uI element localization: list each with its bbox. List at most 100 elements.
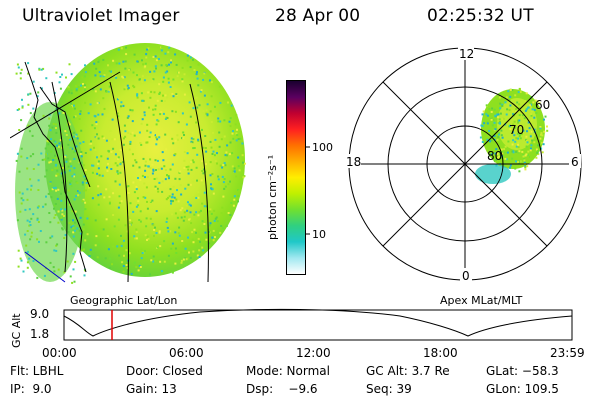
- speckle-dot: [75, 89, 78, 92]
- speckle-dot: [75, 180, 78, 183]
- speckle-dot: [229, 141, 232, 144]
- speckle-dot: [174, 262, 177, 265]
- speckle-dot: [147, 47, 150, 50]
- speckle-dot: [124, 60, 127, 63]
- speckle-dot: [519, 91, 522, 93]
- speckle-dot: [103, 107, 106, 110]
- speckle-dot: [82, 164, 85, 167]
- speckle-dot: [135, 266, 138, 268]
- speckle-dot: [116, 245, 119, 248]
- speckle-dot: [69, 162, 71, 165]
- speckle-dot: [497, 113, 500, 116]
- speckle-dot: [138, 78, 141, 81]
- speckle-dot: [59, 139, 62, 142]
- speckle-dot: [146, 129, 149, 132]
- speckle-dot: [45, 169, 48, 172]
- speckle-dot: [203, 223, 206, 225]
- speckle-dot: [233, 170, 236, 173]
- speckle-dot: [57, 188, 60, 191]
- speckle-dot: [77, 86, 80, 89]
- speckle-dot: [195, 197, 198, 199]
- speckle-dot: [533, 147, 536, 150]
- speckle-dot: [129, 140, 132, 143]
- speckle-dot: [120, 244, 123, 247]
- speckle-dot: [20, 197, 23, 200]
- speckle-dot: [161, 270, 163, 273]
- speckle-dot: [193, 147, 196, 149]
- speckle-dot: [209, 174, 212, 177]
- speckle-dot: [164, 94, 167, 97]
- speckle-dot: [84, 208, 87, 211]
- speckle-dot: [27, 72, 30, 75]
- speckle-dot: [84, 201, 87, 204]
- speckle-dot: [99, 88, 102, 91]
- speckle-dot: [55, 249, 58, 252]
- speckle-dot: [152, 108, 154, 111]
- speckle-dot: [146, 123, 149, 126]
- speckle-dot: [136, 60, 139, 63]
- speckle-dot: [123, 124, 126, 127]
- speckle-dot: [134, 237, 137, 240]
- speckle-dot: [183, 93, 186, 96]
- speckle-dot: [517, 146, 520, 149]
- speckle-dot: [512, 110, 515, 113]
- speckle-dot: [147, 91, 150, 94]
- speckle-dot: [68, 91, 70, 94]
- speckle-dot: [53, 216, 56, 219]
- speckle-dot: [126, 84, 129, 87]
- speckle-dot: [122, 270, 125, 273]
- speckle-dot: [128, 252, 131, 255]
- speckle-dot: [503, 148, 506, 151]
- speckle-dot: [112, 163, 115, 166]
- speckle-dot: [77, 194, 80, 197]
- speckle-dot: [188, 218, 191, 221]
- speckle-dot: [180, 216, 183, 219]
- speckle-dot: [96, 156, 98, 159]
- speckle-dot: [526, 154, 529, 156]
- speckle-dot: [74, 135, 77, 138]
- info-glon: GLon: 109.5: [486, 382, 559, 396]
- speckle-dot: [180, 261, 183, 264]
- speckle-dot: [517, 121, 520, 124]
- speckle-dot: [217, 175, 220, 178]
- speckle-dot: [116, 98, 119, 101]
- speckle-dot: [202, 172, 205, 175]
- speckle-dot: [158, 231, 161, 234]
- speckle-dot: [16, 63, 19, 66]
- speckle-dot: [70, 102, 72, 105]
- speckle-dot: [85, 214, 88, 217]
- speckle-dot: [49, 261, 52, 264]
- speckle-dot: [529, 155, 532, 158]
- speckle-dot: [114, 74, 117, 77]
- speckle-dot: [200, 179, 203, 182]
- speckle-dot: [57, 221, 60, 224]
- speckle-dot: [29, 92, 32, 95]
- speckle-dot: [501, 152, 504, 155]
- speckle-dot: [51, 126, 54, 129]
- speckle-dot: [187, 257, 190, 260]
- speckle-dot: [210, 81, 213, 84]
- speckle-dot: [189, 256, 192, 259]
- speckle-dot: [97, 167, 100, 170]
- speckle-dot: [123, 76, 126, 79]
- speckle-dot: [205, 150, 208, 153]
- speckle-dot: [155, 169, 157, 171]
- speckle-dot: [537, 153, 540, 156]
- altitude-label: GC Alt: [10, 313, 23, 348]
- speckle-dot: [81, 76, 84, 79]
- speckle-dot: [129, 202, 132, 205]
- speckle-dot: [537, 144, 539, 147]
- speckle-dot: [537, 138, 540, 141]
- speckle-dot: [70, 165, 73, 168]
- speckle-dot: [168, 195, 171, 198]
- speckle-dot: [171, 84, 174, 87]
- speckle-dot: [28, 208, 31, 211]
- speckle-dot: [513, 120, 516, 123]
- speckle-dot: [106, 169, 109, 172]
- speckle-dot: [65, 130, 68, 133]
- speckle-dot: [521, 114, 524, 117]
- speckle-dot: [132, 84, 135, 87]
- speckle-dot: [55, 131, 58, 134]
- speckle-dot: [17, 265, 20, 268]
- speckle-dot: [26, 157, 29, 160]
